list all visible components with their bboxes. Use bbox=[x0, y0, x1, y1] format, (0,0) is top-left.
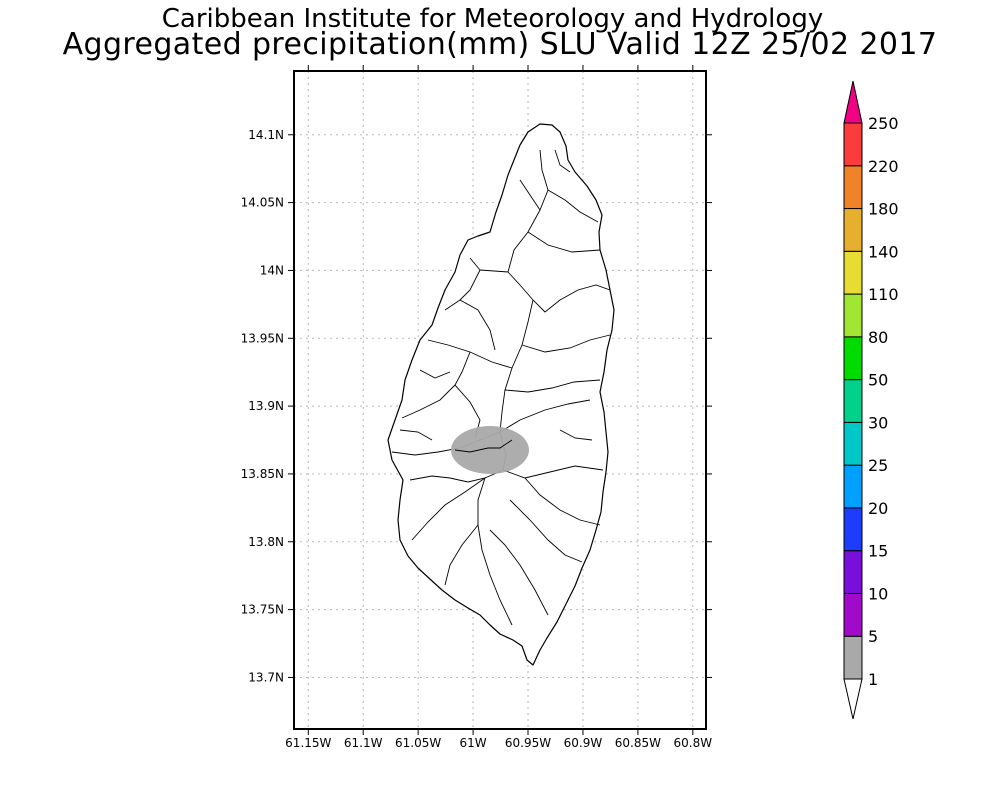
saint-lucia-coastline bbox=[387, 123, 615, 666]
colorbar-high-triangle bbox=[843, 80, 863, 124]
lon-label: 61W bbox=[460, 736, 487, 750]
watershed-boundaries bbox=[391, 149, 611, 626]
colorbar-label: 20 bbox=[868, 499, 888, 518]
colorbar-segment bbox=[843, 250, 863, 295]
colorbar-segment bbox=[843, 336, 863, 381]
colorbar-label: 180 bbox=[868, 200, 899, 219]
colorbar-label: 10 bbox=[868, 584, 888, 603]
lat-label: 13.85N bbox=[241, 467, 284, 481]
lon-label: 61.15W bbox=[285, 736, 331, 750]
colorbar-label: 250 bbox=[868, 114, 899, 133]
lon-label: 61.1W bbox=[344, 736, 383, 750]
colorbar-segment bbox=[843, 592, 863, 637]
institute-title: Caribbean Institute for Meteorology and … bbox=[161, 4, 824, 34]
colorbar-segment bbox=[843, 421, 863, 466]
map-frame bbox=[293, 70, 707, 730]
colorbar-label: 80 bbox=[868, 328, 888, 347]
precipitation-area bbox=[451, 426, 529, 474]
lon-label: 60.8W bbox=[674, 736, 713, 750]
latitude-labels: 14.1N 14.05N 14N 13.95N 13.9N 13.85N 13.8N 13.7… bbox=[241, 128, 284, 685]
lat-label: 13.9N bbox=[248, 399, 284, 413]
colorbar-label: 25 bbox=[868, 456, 888, 475]
lat-label: 13.75N bbox=[241, 603, 284, 617]
colorbar-segment bbox=[843, 208, 863, 252]
colorbar-segment bbox=[843, 293, 863, 338]
colorbar-low-triangle bbox=[843, 678, 863, 720]
colorbar-segment bbox=[843, 379, 863, 423]
lon-label: 60.9W bbox=[564, 736, 603, 750]
colorbar-label: 1 bbox=[868, 670, 878, 689]
colorbar-label: 140 bbox=[868, 242, 899, 261]
colorbar-segment bbox=[843, 165, 863, 210]
colorbar-segment bbox=[843, 464, 863, 509]
colorbar-label: 30 bbox=[868, 413, 888, 432]
colorbar-label: 220 bbox=[868, 157, 899, 176]
longitude-labels: 61.15W 61.1W 61.05W 61W 60.95W 60.9W 60.85W 60.… bbox=[285, 736, 712, 750]
colorbar-segment bbox=[843, 507, 863, 552]
lon-label: 60.95W bbox=[505, 736, 551, 750]
lat-label: 14.1N bbox=[248, 128, 284, 142]
colorbar-segment bbox=[843, 122, 863, 167]
lat-label: 13.95N bbox=[241, 331, 284, 345]
colorbar-segment bbox=[843, 635, 863, 680]
lat-label: 13.8N bbox=[248, 535, 284, 549]
lon-label: 61.05W bbox=[395, 736, 441, 750]
lat-label: 14.05N bbox=[241, 196, 284, 210]
colorbar-segment bbox=[843, 550, 863, 594]
colorbar-label: 50 bbox=[868, 371, 888, 390]
colorbar-label: 15 bbox=[868, 542, 888, 561]
river-over-precip bbox=[454, 439, 513, 453]
axis-ticks bbox=[288, 65, 712, 735]
lon-label: 60.85W bbox=[615, 736, 661, 750]
map-title: Aggregated precipitation(mm) SLU Valid 1… bbox=[62, 27, 938, 62]
colorbar-label: 5 bbox=[868, 627, 878, 646]
lat-label: 14N bbox=[260, 263, 284, 277]
lat-label: 13.7N bbox=[248, 670, 284, 684]
colorbar-label: 110 bbox=[868, 285, 899, 304]
